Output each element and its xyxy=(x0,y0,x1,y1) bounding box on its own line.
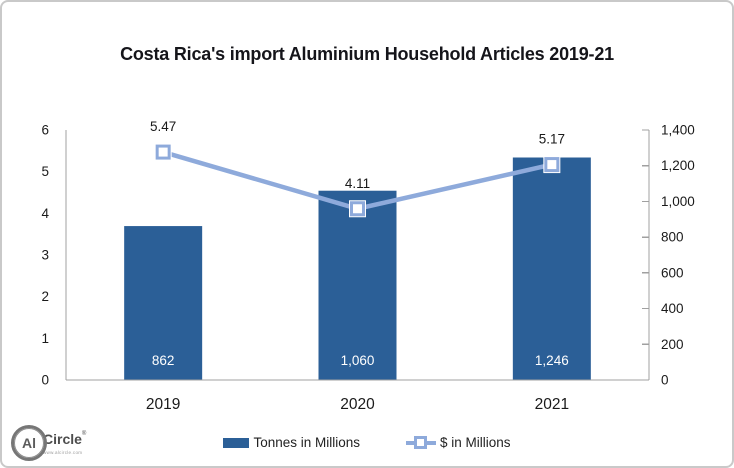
x-axis-category-label: 2021 xyxy=(535,396,569,413)
legend-item-dollars: $ in Millions xyxy=(406,435,511,450)
x-axis-category-label: 2020 xyxy=(340,396,375,413)
right-axis-tick-label: 600 xyxy=(661,265,684,280)
left-axis-tick-label: 1 xyxy=(41,331,49,346)
right-axis-tick-label: 400 xyxy=(661,301,684,316)
right-axis-tick-label: 1,400 xyxy=(661,123,695,138)
right-axis-tick-label: 0 xyxy=(661,373,669,388)
left-axis-tick-label: 3 xyxy=(41,248,49,263)
alcircle-logo-text: Circle® www.alcircle.com xyxy=(43,425,86,455)
line-value-label: 5.47 xyxy=(150,119,176,134)
bar-value-label: 1,246 xyxy=(535,353,569,368)
line-marker xyxy=(155,144,171,160)
line-value-label: 4.11 xyxy=(345,176,370,191)
left-axis-tick-label: 2 xyxy=(41,289,49,304)
line-value-label: 5.17 xyxy=(539,132,565,147)
alcircle-name: Circle xyxy=(43,431,82,447)
bar-2019 xyxy=(124,226,203,380)
legend-item-tonnes: Tonnes in Millions xyxy=(223,435,360,450)
legend-label-dollars: $ in Millions xyxy=(440,435,511,450)
x-axis-category-label: 2019 xyxy=(146,396,180,413)
alcircle-url: www.alcircle.com xyxy=(43,450,83,455)
left-axis-tick-label: 0 xyxy=(41,373,49,388)
chart-title: Costa Rica's import Aluminium Household … xyxy=(120,44,614,64)
left-axis-tick-label: 5 xyxy=(41,164,49,179)
alcircle-circle-icon: Al xyxy=(11,425,47,461)
left-axis-tick-label: 6 xyxy=(41,123,49,138)
left-axis-tick-label: 4 xyxy=(41,206,49,221)
right-axis-tick-label: 1,200 xyxy=(661,158,695,173)
bar-value-label: 1,060 xyxy=(341,353,375,368)
right-axis-tick-label: 800 xyxy=(661,230,684,245)
right-axis-tick-label: 200 xyxy=(661,337,684,352)
bar-2021 xyxy=(512,157,591,380)
alcircle-circle-text: Al xyxy=(22,435,36,451)
bar-2020 xyxy=(318,190,397,380)
line-swatch-marker xyxy=(414,436,428,449)
right-axis-tick-label: 1,000 xyxy=(661,194,695,209)
alcircle-logo: Al Circle® www.alcircle.com xyxy=(11,425,86,461)
chart-legend: Tonnes in Millions $ in Millions xyxy=(2,435,732,450)
line-marker xyxy=(350,201,365,217)
line-swatch-icon xyxy=(406,435,437,450)
line-marker xyxy=(544,157,560,173)
legend-label-tonnes: Tonnes in Millions xyxy=(253,435,361,450)
registered-mark-icon: ® xyxy=(81,431,87,437)
bar-swatch-icon xyxy=(223,437,250,448)
bar-value-label: 862 xyxy=(152,353,175,368)
